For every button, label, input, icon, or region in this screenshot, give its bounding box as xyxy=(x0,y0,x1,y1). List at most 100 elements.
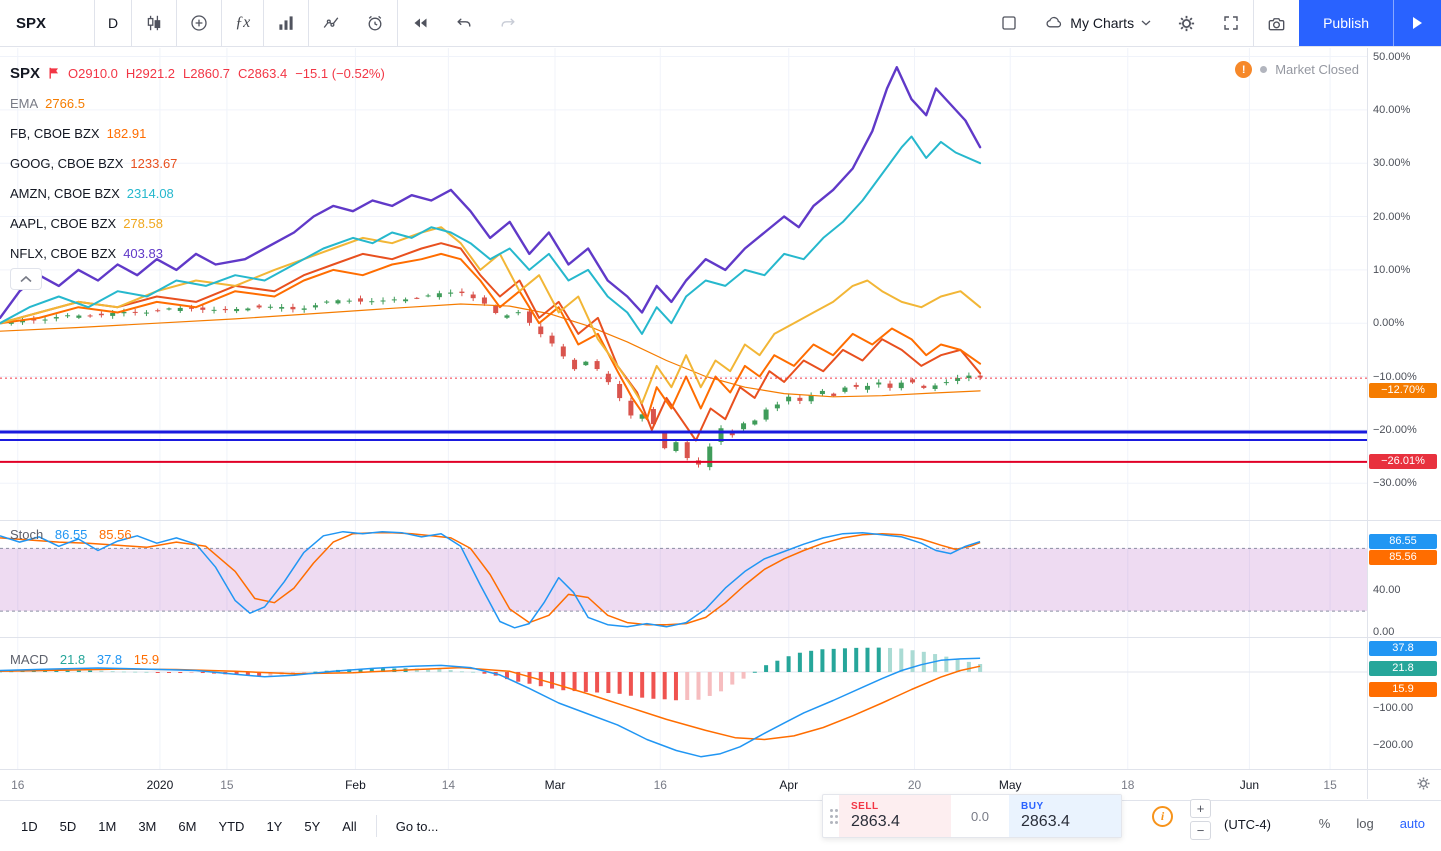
publish-menu-button[interactable] xyxy=(1393,0,1441,46)
symbol-search-button[interactable]: SPX xyxy=(16,14,47,32)
trade-widget-drag-handle[interactable] xyxy=(823,795,839,837)
stoch-pane[interactable]: Stoch 86.55 85.56 xyxy=(0,521,1367,637)
increase-button[interactable]: + xyxy=(1190,799,1211,818)
toolbar-divider xyxy=(176,0,178,46)
settings-button[interactable] xyxy=(1164,0,1209,46)
price-tick: 50.00% xyxy=(1373,50,1411,63)
my-charts-button[interactable]: My Charts xyxy=(1031,0,1164,46)
market-alert-icon[interactable]: ! xyxy=(1235,61,1253,78)
legend-spx-row[interactable]: SPX O2910.0 H2921.2 L2860.7 C2863.4 −15.1 (−… xyxy=(10,58,393,88)
macd-pane[interactable]: MACD 21.8 37.8 15.9 xyxy=(0,638,1367,769)
time-axis-label: Jun xyxy=(1239,778,1260,792)
flag-icon[interactable] xyxy=(47,66,61,80)
compare-label: AAPL, CBOE BZX xyxy=(10,215,117,231)
fx-icon: ƒx xyxy=(235,14,251,31)
legend-compare-row[interactable]: AAPL, CBOE BZX 278.58 xyxy=(10,208,393,238)
range-3m-button[interactable]: 3M xyxy=(127,813,167,840)
ema-label: EMA xyxy=(10,95,39,111)
redo-button[interactable] xyxy=(486,0,530,46)
columns-icon xyxy=(279,16,293,30)
price-tick: −30.00% xyxy=(1373,477,1417,490)
macd-label: MACD xyxy=(10,652,49,667)
fullscreen-button[interactable] xyxy=(1209,0,1253,46)
pane-separator[interactable] xyxy=(0,520,1441,521)
time-axis-label: Apr xyxy=(779,778,799,792)
camera-icon xyxy=(1268,17,1285,30)
undo-button[interactable] xyxy=(442,0,486,46)
series-amzn xyxy=(0,135,982,335)
macd-line-value: 37.8 xyxy=(96,652,123,667)
info-button[interactable]: i xyxy=(1152,806,1173,827)
price-scale-border xyxy=(1367,48,1368,799)
patterns-button[interactable] xyxy=(309,0,353,46)
macd-legend[interactable]: MACD 21.8 37.8 15.9 xyxy=(10,652,167,667)
trade-widget: SELL 2863.4 0.0 BUY 2863.4 xyxy=(822,794,1122,838)
range-5d-button[interactable]: 5D xyxy=(49,813,88,840)
compare-label: GOOG, CBOE BZX xyxy=(10,155,124,171)
legend-collapse-button[interactable] xyxy=(10,268,42,290)
ohlc-low: L2860.7 xyxy=(183,65,231,81)
cloud-icon xyxy=(1046,16,1062,28)
legend-compare-row[interactable]: NFLX, CBOE BZX 403.83 xyxy=(10,238,393,268)
snapshot-button[interactable] xyxy=(1254,0,1299,46)
legend-compare-row[interactable]: GOOG, CBOE BZX 1233.67 xyxy=(10,148,393,178)
percent-scale-button[interactable]: % xyxy=(1318,816,1331,831)
stoch-k-value: 86.55 xyxy=(54,527,88,542)
price-badge: 86.55 xyxy=(1369,534,1437,549)
layout-button[interactable] xyxy=(987,0,1031,46)
legend-compare-row[interactable]: FB, CBOE BZX 182.91 xyxy=(10,118,393,148)
time-axis-label: 2020 xyxy=(146,778,174,792)
pane-separator xyxy=(0,769,1441,770)
main-chart-canvas[interactable] xyxy=(0,48,1367,520)
compare-value: 403.83 xyxy=(123,245,163,261)
ohlc-change: −15.1 (−0.52%) xyxy=(295,65,385,81)
drag-dots-icon xyxy=(829,808,833,812)
macd-canvas[interactable] xyxy=(0,638,1367,769)
time-axis-settings-button[interactable] xyxy=(1416,776,1431,794)
auto-scale-button[interactable]: auto xyxy=(1399,816,1425,831)
price-tick: 20.00% xyxy=(1373,210,1411,223)
range-ytd-button[interactable]: YTD xyxy=(207,813,255,840)
log-scale-button[interactable]: log xyxy=(1356,816,1374,831)
scale-mode-group: % log auto xyxy=(1319,816,1425,831)
legend-compare-row[interactable]: AMZN, CBOE BZX 2314.08 xyxy=(10,178,393,208)
sell-button[interactable]: SELL 2863.4 xyxy=(839,795,951,837)
main-chart-pane[interactable]: SPX O2910.0 H2921.2 L2860.7 C2863.4 −15.1 (−… xyxy=(0,48,1367,520)
buy-label: BUY xyxy=(1021,801,1044,812)
main-legend: SPX O2910.0 H2921.2 L2860.7 C2863.4 −15.1 (−… xyxy=(10,58,393,268)
sell-label: SELL xyxy=(851,801,879,812)
range-5y-button[interactable]: 5Y xyxy=(293,813,331,840)
decrease-button[interactable]: − xyxy=(1190,821,1211,840)
timezone-button[interactable]: (UTC-4) xyxy=(1224,817,1271,832)
legend-ema-row[interactable]: EMA 2766.5 xyxy=(10,88,393,118)
chart-style-button[interactable] xyxy=(132,0,176,46)
time-axis[interactable]: 16 2020 15 Feb 14 Mar 16 Apr 20 May 18 Jun 15 xyxy=(0,770,1441,800)
price-tick: 40.00% xyxy=(1373,103,1411,116)
stoch-legend[interactable]: Stoch 86.55 85.56 xyxy=(10,527,140,542)
indicator-templates-button[interactable] xyxy=(264,0,308,46)
quantity-stepper: + − xyxy=(1190,799,1211,840)
bar-replay-button[interactable] xyxy=(398,0,442,46)
range-1y-button[interactable]: 1Y xyxy=(255,813,293,840)
compare-button[interactable] xyxy=(177,0,221,46)
publish-button[interactable]: Publish xyxy=(1299,0,1393,46)
plus-circle-icon xyxy=(191,15,207,31)
alert-button[interactable] xyxy=(353,0,397,46)
stoch-canvas[interactable] xyxy=(0,521,1367,637)
range-6m-button[interactable]: 6M xyxy=(167,813,207,840)
range-all-button[interactable]: All xyxy=(331,813,367,840)
price-scale[interactable]: 50.00% 40.00% 30.00% 20.00% 10.00% 0.00% −10.0… xyxy=(1368,48,1441,799)
goto-button[interactable]: Go to... xyxy=(385,813,450,840)
range-1m-button[interactable]: 1M xyxy=(87,813,127,840)
horizontal-lines xyxy=(0,377,1367,463)
time-axis-label: 20 xyxy=(907,778,922,792)
pane-separator[interactable] xyxy=(0,637,1441,638)
range-1d-button[interactable]: 1D xyxy=(10,813,49,840)
buy-button[interactable]: BUY 2863.4 xyxy=(1009,795,1121,837)
toolbar-divider xyxy=(397,0,399,46)
interval-button[interactable]: D xyxy=(108,15,119,31)
toolbar-divider xyxy=(94,0,96,46)
indicators-button[interactable]: ƒx xyxy=(222,0,263,46)
price-badge: 15.9 xyxy=(1369,682,1437,697)
price-tick: −200.00 xyxy=(1373,738,1414,751)
